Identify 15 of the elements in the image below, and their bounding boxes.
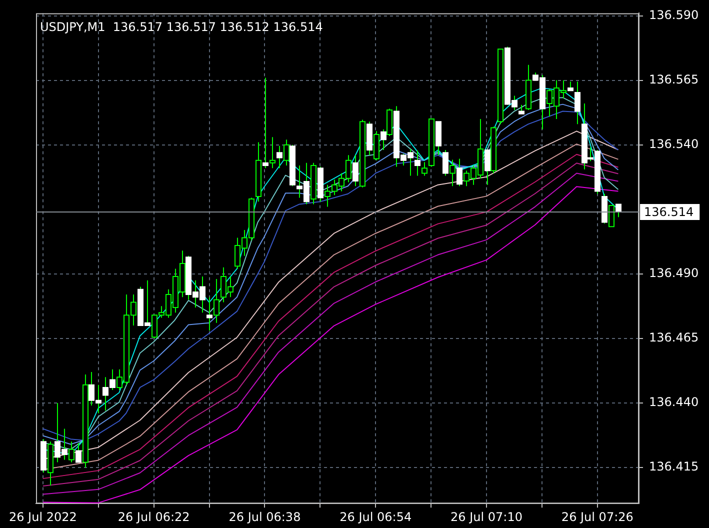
y-tick-label: 136.440 xyxy=(649,395,699,410)
x-tick-label: 26 Jul 2022 xyxy=(8,510,77,524)
y-tick-label: 136.565 xyxy=(649,72,699,86)
y-tick-label: 136.465 xyxy=(649,330,699,345)
y-tick-label: 136.415 xyxy=(649,460,699,474)
x-tick-label: 26 Jul 06:22 xyxy=(118,510,190,524)
y-tick-label: 136.490 xyxy=(649,266,699,280)
x-tick-label: 26 Jul 07:10 xyxy=(450,510,522,524)
y-tick-label: 136.540 xyxy=(649,136,699,151)
text: USDJPY,M1 136.517 136.517 136.512 136.514 xyxy=(40,20,323,34)
x-tick-label: 26 Jul 07:26 xyxy=(561,510,634,524)
x-tick-label: 26 Jul 06:38 xyxy=(228,510,301,524)
x-tick-label: 26 Jul 06:54 xyxy=(340,510,412,524)
y-tick-label: 136.590 xyxy=(649,8,699,22)
ref-line-label: 136.514 xyxy=(644,205,694,220)
